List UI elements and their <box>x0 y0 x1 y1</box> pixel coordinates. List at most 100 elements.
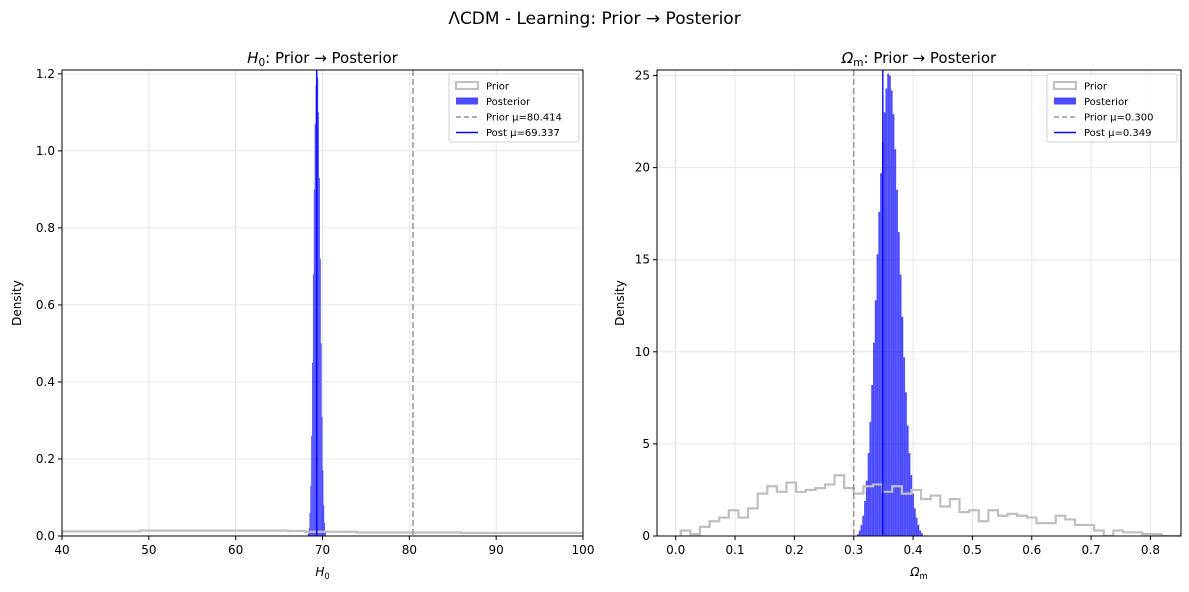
y-tick-label: 0.8 <box>36 221 55 235</box>
x-tick-label: 0.6 <box>1022 543 1041 557</box>
posterior-bar <box>313 189 315 536</box>
legend-label: Posterior <box>1084 97 1129 108</box>
legend-label: Post μ=0.349 <box>1084 128 1151 139</box>
posterior-bar <box>319 177 320 536</box>
x-axis-label-symbol: Ω <box>909 565 920 579</box>
x-tick-label: 100 <box>572 543 595 557</box>
posterior-bar <box>320 343 322 536</box>
legend: Prior Posterior Prior μ=0.300 Post μ=0.349 <box>1046 73 1178 143</box>
ticks: 0.0 0.1 0.2 0.3 0.4 0.5 0.6 0.7 0.8 0 5 10 15 20 25 <box>635 69 1160 557</box>
panel-title-subscript: m <box>853 57 863 69</box>
posterior-bar <box>889 75 891 536</box>
legend-label: Prior <box>1084 82 1108 93</box>
posterior-bar <box>321 416 323 536</box>
posterior-bar <box>318 112 320 536</box>
posterior-bar <box>887 73 890 536</box>
posterior-bar <box>912 493 914 536</box>
x-tick-label: 0.0 <box>666 543 685 557</box>
y-tick-label: 15 <box>635 253 650 267</box>
y-tick-label: 25 <box>635 69 650 83</box>
legend-handle-posterior <box>456 97 478 105</box>
posterior-bar <box>865 480 868 536</box>
posterior-bar <box>312 274 314 536</box>
panel-title: H0: Prior → Posterior <box>247 49 398 69</box>
x-tick-label: 70 <box>315 543 330 557</box>
x-axis-label: H0 <box>315 565 329 581</box>
legend-label: Prior μ=0.300 <box>1084 113 1154 124</box>
panel-title-symbol: Ω <box>841 49 854 67</box>
legend-handle-prior <box>1053 81 1077 90</box>
posterior-bar <box>307 533 309 536</box>
x-tick-label: 90 <box>489 543 504 557</box>
posterior-bar <box>309 512 311 536</box>
panel-title-symbol: H <box>247 49 258 67</box>
x-tick-label: 80 <box>402 543 417 557</box>
posterior-bar <box>310 485 312 536</box>
y-tick-label: 20 <box>635 161 650 175</box>
posterior-bar <box>319 258 321 536</box>
plot-area <box>62 70 583 536</box>
x-tick-label: 50 <box>141 543 156 557</box>
legend: Prior Posterior Prior μ=80.414 Post μ=69.33… <box>448 73 580 143</box>
prior-histogram <box>62 529 583 536</box>
legend-label: Posterior <box>486 97 531 108</box>
posterior-bar <box>873 342 875 536</box>
x-tick-label: 0.3 <box>844 543 863 557</box>
posterior-bar <box>919 530 922 536</box>
x-tick-label: 40 <box>54 543 69 557</box>
y-tick-label: 5 <box>642 437 650 451</box>
posterior-bar <box>903 357 906 536</box>
posterior-bar <box>906 425 909 536</box>
posterior-bar <box>311 435 313 536</box>
x-axis-label-symbol: H <box>315 565 324 579</box>
x-axis-label-subscript: 0 <box>324 571 329 581</box>
posterior-bar <box>896 189 898 536</box>
legend-box <box>448 73 580 143</box>
posterior-bar <box>869 421 872 536</box>
legend-label: Prior μ=80.414 <box>486 113 562 124</box>
posterior-bar <box>921 533 923 536</box>
axes-frame <box>656 69 1182 537</box>
panel-h0: 40 50 60 70 80 90 1000.00.20.40.60.81.01.2H0: … <box>10 49 594 581</box>
x-tick-label: 0.1 <box>725 543 744 557</box>
posterior-bar <box>899 274 902 536</box>
x-axis-label: Ωm <box>909 565 927 581</box>
plot-area <box>679 70 1181 536</box>
posterior-bar <box>864 501 866 536</box>
posterior-bar <box>910 475 913 536</box>
posterior-bar <box>325 531 326 536</box>
panel-title-rest: : Prior → Posterior <box>265 49 399 67</box>
posterior-bars <box>856 73 923 536</box>
posterior-bar <box>892 114 895 536</box>
posterior-bar <box>312 362 313 536</box>
prior-histogram <box>679 474 1181 536</box>
legend-box <box>1046 73 1178 143</box>
panel-omega-m: 0.0 0.1 0.2 0.3 0.4 0.5 0.6 0.7 0.8 0 5 10 15 20 25 Ωm:… <box>613 49 1182 581</box>
posterior-bar <box>314 123 316 536</box>
legend-label: Post μ=69.337 <box>486 128 560 139</box>
posterior-bar <box>876 254 879 536</box>
y-tick-label: 1.0 <box>36 144 55 158</box>
posterior-bar <box>324 522 326 536</box>
panel-title: Ωm: Prior → Posterior <box>841 49 997 69</box>
posterior-bar <box>883 112 886 536</box>
posterior-bar <box>890 90 893 536</box>
ticks: 40 50 60 70 80 90 100 0.0 0.2 0.4 0.6 0.8 1.0 1.2 <box>36 67 595 557</box>
posterior-bar <box>856 534 859 536</box>
posterior-bar <box>322 470 324 536</box>
posterior-bar <box>917 524 920 536</box>
posterior-bar <box>905 392 907 536</box>
posterior-bar <box>860 524 863 536</box>
y-tick-label: 10 <box>635 345 650 359</box>
posterior-bar <box>871 384 874 536</box>
y-tick-label: 0.2 <box>36 452 55 466</box>
posterior-bar <box>901 316 904 536</box>
posterior-bar <box>915 517 918 536</box>
posterior-bar <box>858 530 861 536</box>
legend-label: Prior <box>486 82 510 93</box>
x-tick-label: 0.4 <box>904 543 923 557</box>
legend-handle-prior <box>455 81 479 90</box>
posterior-bar <box>885 88 888 536</box>
posterior-bar <box>317 77 319 536</box>
